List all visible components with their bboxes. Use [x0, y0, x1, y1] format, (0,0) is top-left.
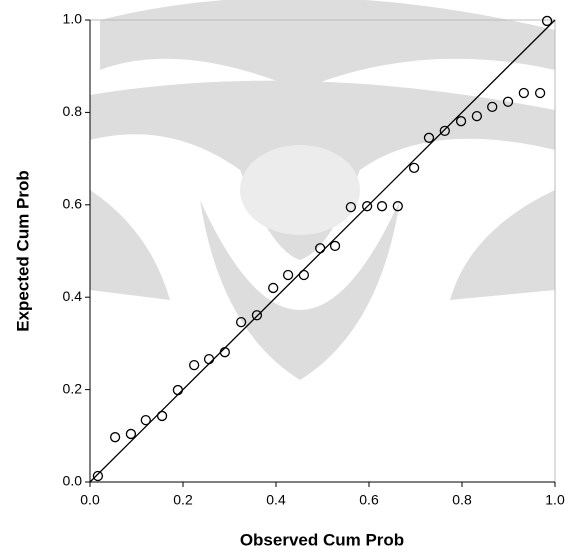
- point: [392, 201, 403, 212]
- point: [92, 470, 104, 482]
- y-tick-label: 1.0: [63, 11, 83, 27]
- x-tick-label: 0.0: [80, 492, 100, 508]
- x-axis-title: Observed Cum Prob: [240, 530, 404, 549]
- point: [251, 310, 263, 321]
- point: [487, 101, 498, 113]
- point: [518, 87, 529, 99]
- y-tick-label: 0.6: [63, 196, 83, 212]
- point: [534, 87, 546, 99]
- y-tick-label: 0.8: [63, 103, 83, 119]
- y-tick-label: 0.2: [63, 380, 83, 396]
- point: [189, 359, 200, 371]
- point: [203, 353, 215, 365]
- x-tick-label: 0.2: [173, 492, 193, 508]
- point: [268, 282, 279, 294]
- point: [408, 162, 420, 173]
- x-tick-label: 0.4: [266, 492, 286, 508]
- point: [329, 240, 341, 252]
- point: [376, 201, 388, 212]
- y-axis-title: Expected Cum Prob: [13, 170, 32, 332]
- x-tick-label: 1.0: [545, 492, 565, 508]
- point: [423, 132, 435, 143]
- point: [125, 428, 137, 440]
- point: [156, 410, 168, 422]
- watermark: [90, 0, 555, 380]
- point: [298, 269, 310, 281]
- point: [219, 347, 231, 358]
- x-tick-label: 0.8: [452, 492, 472, 508]
- reference-line: [89, 19, 556, 483]
- point: [541, 15, 553, 27]
- point: [315, 243, 326, 254]
- x-tick-label: 0.6: [359, 492, 379, 508]
- point: [282, 269, 294, 281]
- point: [172, 384, 184, 396]
- point: [345, 201, 357, 213]
- y-tick-label: 0.0: [63, 473, 83, 489]
- point: [439, 125, 450, 137]
- point: [109, 432, 121, 443]
- y-tick-label: 0.4: [63, 288, 83, 304]
- point: [502, 96, 514, 107]
- point: [235, 316, 247, 328]
- point: [140, 414, 151, 426]
- point: [455, 116, 467, 127]
- point: [471, 110, 483, 122]
- point: [361, 201, 373, 212]
